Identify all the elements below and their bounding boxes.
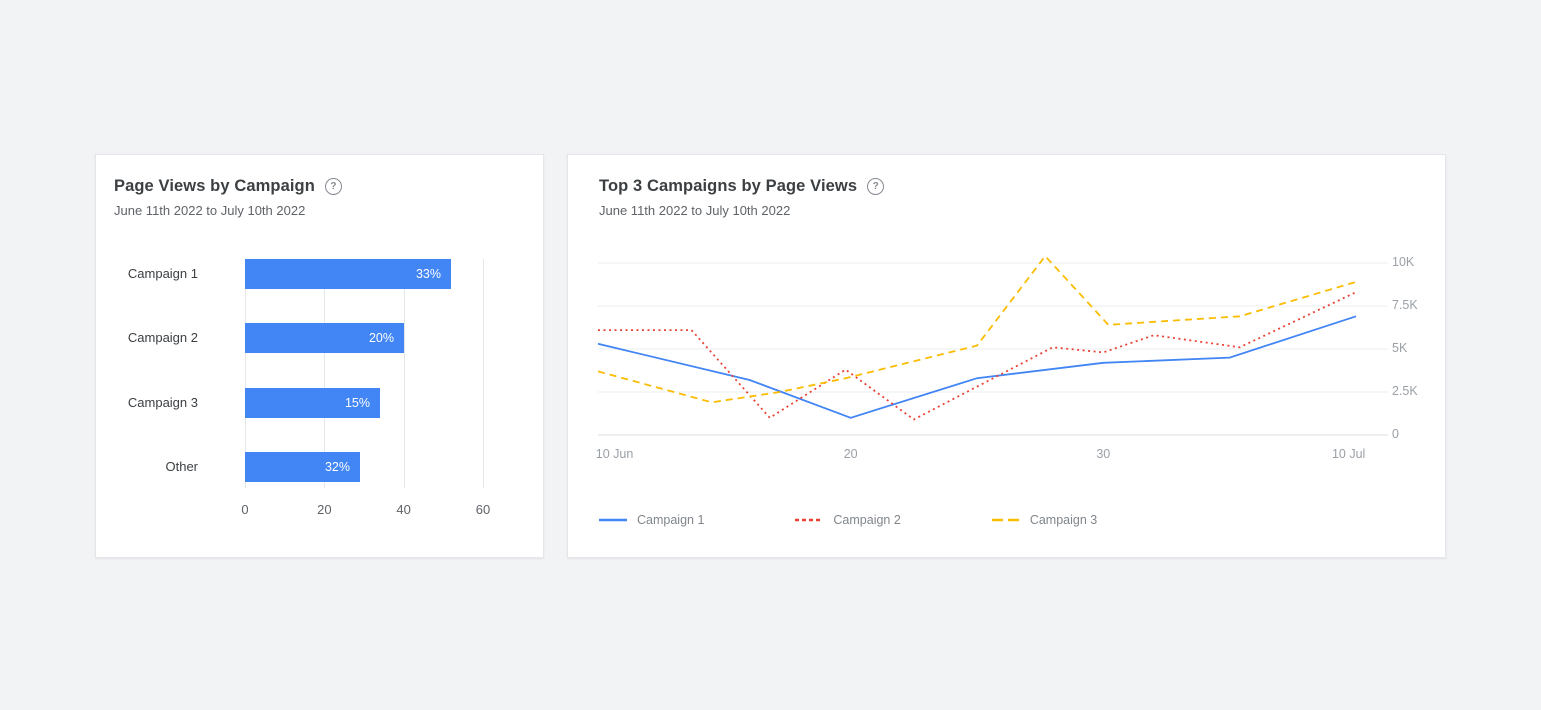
page-views-by-campaign-card: Page Views by Campaign ? June 11th 2022 … [95, 154, 544, 558]
line-chart-legend: Campaign 1 Campaign 2 Campaign 3 [598, 513, 1097, 527]
bar-value-label: 33% [415, 267, 441, 281]
bar-campaign-1[interactable]: 33% [245, 259, 451, 289]
bar-x-tick-label: 20 [317, 502, 332, 517]
x-axis-label: 20 [843, 447, 858, 461]
bar-x-tick-label: 60 [475, 502, 491, 517]
bar-value-label: 15% [344, 396, 370, 410]
legend-item-campaign-2[interactable]: Campaign 2 [794, 513, 901, 527]
x-axis-label: 10 Jul [1331, 447, 1366, 461]
bar-chart-gridline [483, 259, 484, 488]
dotted-line-swatch-icon [795, 518, 824, 522]
legend-label: Campaign 1 [637, 513, 705, 527]
legend-label: Campaign 2 [833, 513, 901, 527]
card-title: Top 3 Campaigns by Page Views [599, 177, 858, 195]
help-icon[interactable]: ? [867, 178, 885, 195]
bar-category-label: Campaign 2 [127, 330, 198, 345]
x-axis-label: 30 [1096, 447, 1111, 461]
series-line-campaign-3[interactable] [597, 254, 1357, 404]
y-axis-label: 0 [1392, 427, 1399, 441]
card-header: Page Views by Campaign ? June 11th 2022 … [114, 177, 342, 218]
bar-campaign-2[interactable]: 20% [245, 323, 404, 353]
y-axis-label: 7.5K [1392, 298, 1418, 312]
bar-chart: 0 20 40 60 Campaign 1 33% Campaign 2 20% Campaig… [114, 259, 524, 529]
bar-campaign-3[interactable]: 15% [245, 388, 380, 418]
bar-value-label: 32% [324, 460, 350, 474]
legend-label: Campaign 3 [1029, 513, 1098, 527]
bar-chart-gridline [403, 259, 405, 488]
bar-value-label: 20% [368, 331, 394, 345]
help-icon[interactable]: ? [324, 178, 342, 195]
bar-x-tick-label: 0 [241, 502, 249, 517]
card-subtitle: June 11th 2022 to July 10th 2022 [599, 203, 791, 218]
bar-chart-gridline [245, 259, 246, 488]
y-axis-label: 5K [1392, 341, 1408, 355]
bar-chart-gridline [324, 259, 326, 488]
bar-other[interactable]: 32% [245, 452, 360, 482]
series-line-campaign-1[interactable] [597, 315, 1357, 419]
solid-line-swatch-icon [599, 518, 627, 522]
top-3-campaigns-card: Top 3 Campaigns by Page Views ? June 11t… [567, 154, 1446, 558]
legend-item-campaign-3[interactable]: Campaign 3 [991, 513, 1097, 527]
y-axis-label: 10K [1392, 255, 1415, 269]
bar-x-tick-label: 40 [396, 502, 411, 517]
card-title-row: Page Views by Campaign ? [114, 177, 342, 196]
bar-category-label: Campaign 3 [127, 395, 198, 410]
bar-category-label: Other [165, 459, 198, 474]
card-header: Top 3 Campaigns by Page Views ? June 11t… [599, 177, 885, 218]
y-axis-label: 2.5K [1392, 384, 1418, 398]
series-line-campaign-2[interactable] [598, 291, 1357, 421]
card-title-row: Top 3 Campaigns by Page Views ? [599, 177, 885, 196]
card-subtitle: June 11th 2022 to July 10th 2022 [114, 203, 306, 218]
legend-item-campaign-1[interactable]: Campaign 1 [598, 513, 704, 527]
bar-category-label: Campaign 1 [127, 266, 198, 281]
dashed-line-swatch-icon [991, 518, 1020, 522]
line-chart-svg [597, 254, 1388, 436]
line-chart-plot [597, 251, 1388, 447]
card-title: Page Views by Campaign [114, 177, 315, 195]
x-axis-label: 10 Jun [595, 447, 634, 461]
